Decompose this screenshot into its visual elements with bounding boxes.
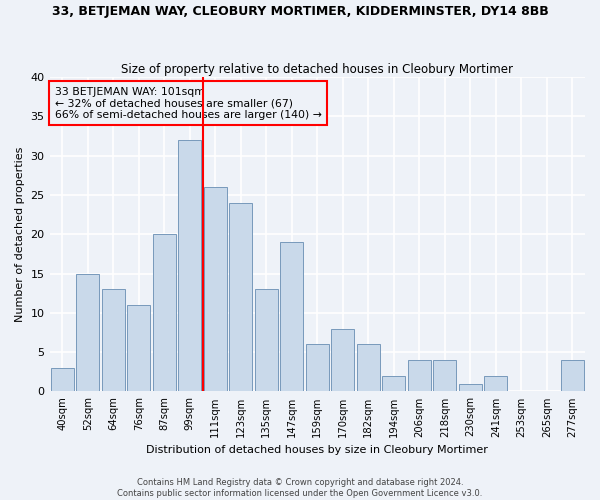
Bar (433, 360, 456, 392)
Bar (204, 187, 227, 392)
Title: Size of property relative to detached houses in Cleobury Mortimer: Size of property relative to detached ho… (121, 63, 513, 76)
Text: Contains HM Land Registry data © Crown copyright and database right 2024.
Contai: Contains HM Land Registry data © Crown c… (118, 478, 482, 498)
Bar (561, 360, 584, 392)
Bar (357, 344, 380, 392)
Bar (331, 328, 354, 392)
Bar (408, 360, 431, 392)
Bar (280, 242, 303, 392)
Bar (51, 368, 74, 392)
Bar (102, 290, 125, 392)
Text: 33, BETJEMAN WAY, CLEOBURY MORTIMER, KIDDERMINSTER, DY14 8BB: 33, BETJEMAN WAY, CLEOBURY MORTIMER, KID… (52, 5, 548, 18)
Text: 33 BETJEMAN WAY: 101sqm
← 32% of detached houses are smaller (67)
66% of semi-de: 33 BETJEMAN WAY: 101sqm ← 32% of detache… (55, 86, 322, 120)
Bar (127, 305, 150, 392)
Bar (382, 376, 405, 392)
Bar (306, 344, 329, 392)
Bar (76, 274, 99, 392)
X-axis label: Distribution of detached houses by size in Cleobury Mortimer: Distribution of detached houses by size … (146, 445, 488, 455)
Bar (153, 234, 176, 392)
Bar (178, 140, 201, 392)
Bar (255, 290, 278, 392)
Bar (484, 376, 507, 392)
Bar (459, 384, 482, 392)
Bar (229, 203, 252, 392)
Y-axis label: Number of detached properties: Number of detached properties (15, 146, 25, 322)
